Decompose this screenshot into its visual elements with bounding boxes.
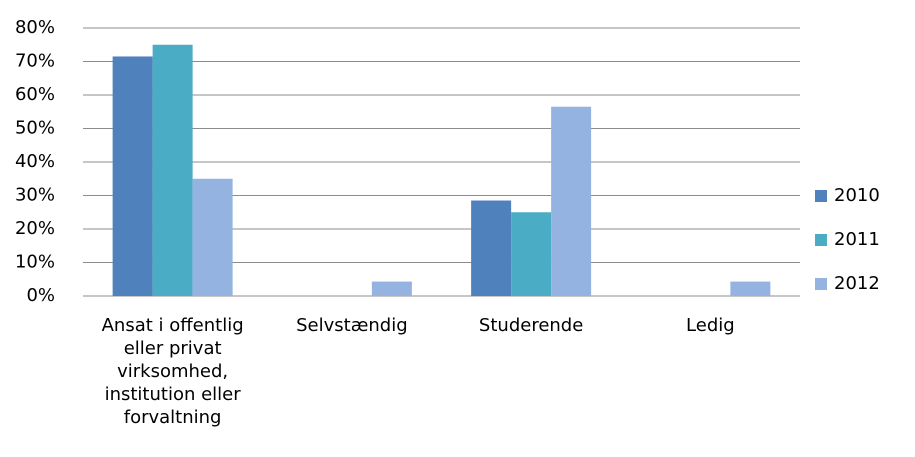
legend-swatch — [815, 278, 827, 290]
legend-label: 2012 — [834, 273, 880, 294]
bar — [551, 106, 592, 296]
legend-label: 2010 — [834, 185, 880, 206]
bar — [192, 178, 233, 296]
bar — [511, 212, 552, 296]
x-tick-label: Ansat i offentlig eller privat virksomhe… — [101, 315, 244, 428]
y-tick-label: 20% — [15, 218, 55, 239]
legend-swatch — [815, 190, 827, 202]
bar — [730, 281, 771, 296]
y-tick-label: 40% — [15, 151, 55, 172]
y-tick-label: 70% — [15, 51, 55, 72]
y-tick-label: 30% — [15, 185, 55, 206]
y-tick-label: 60% — [15, 84, 55, 105]
bar — [471, 200, 512, 296]
legend-label: 2011 — [834, 229, 880, 250]
y-tick-label: 80% — [15, 17, 55, 38]
bar — [152, 44, 193, 296]
x-tick-label: Ledig — [686, 315, 735, 336]
bar — [371, 281, 412, 296]
x-tick-label: Studerende — [478, 315, 584, 336]
legend-swatch — [815, 234, 827, 246]
bar — [112, 56, 153, 296]
y-tick-label: 10% — [15, 252, 55, 273]
y-tick-label: 50% — [15, 118, 55, 139]
x-tick-label: Selvstændig — [296, 315, 408, 336]
y-tick-label: 0% — [26, 285, 55, 306]
